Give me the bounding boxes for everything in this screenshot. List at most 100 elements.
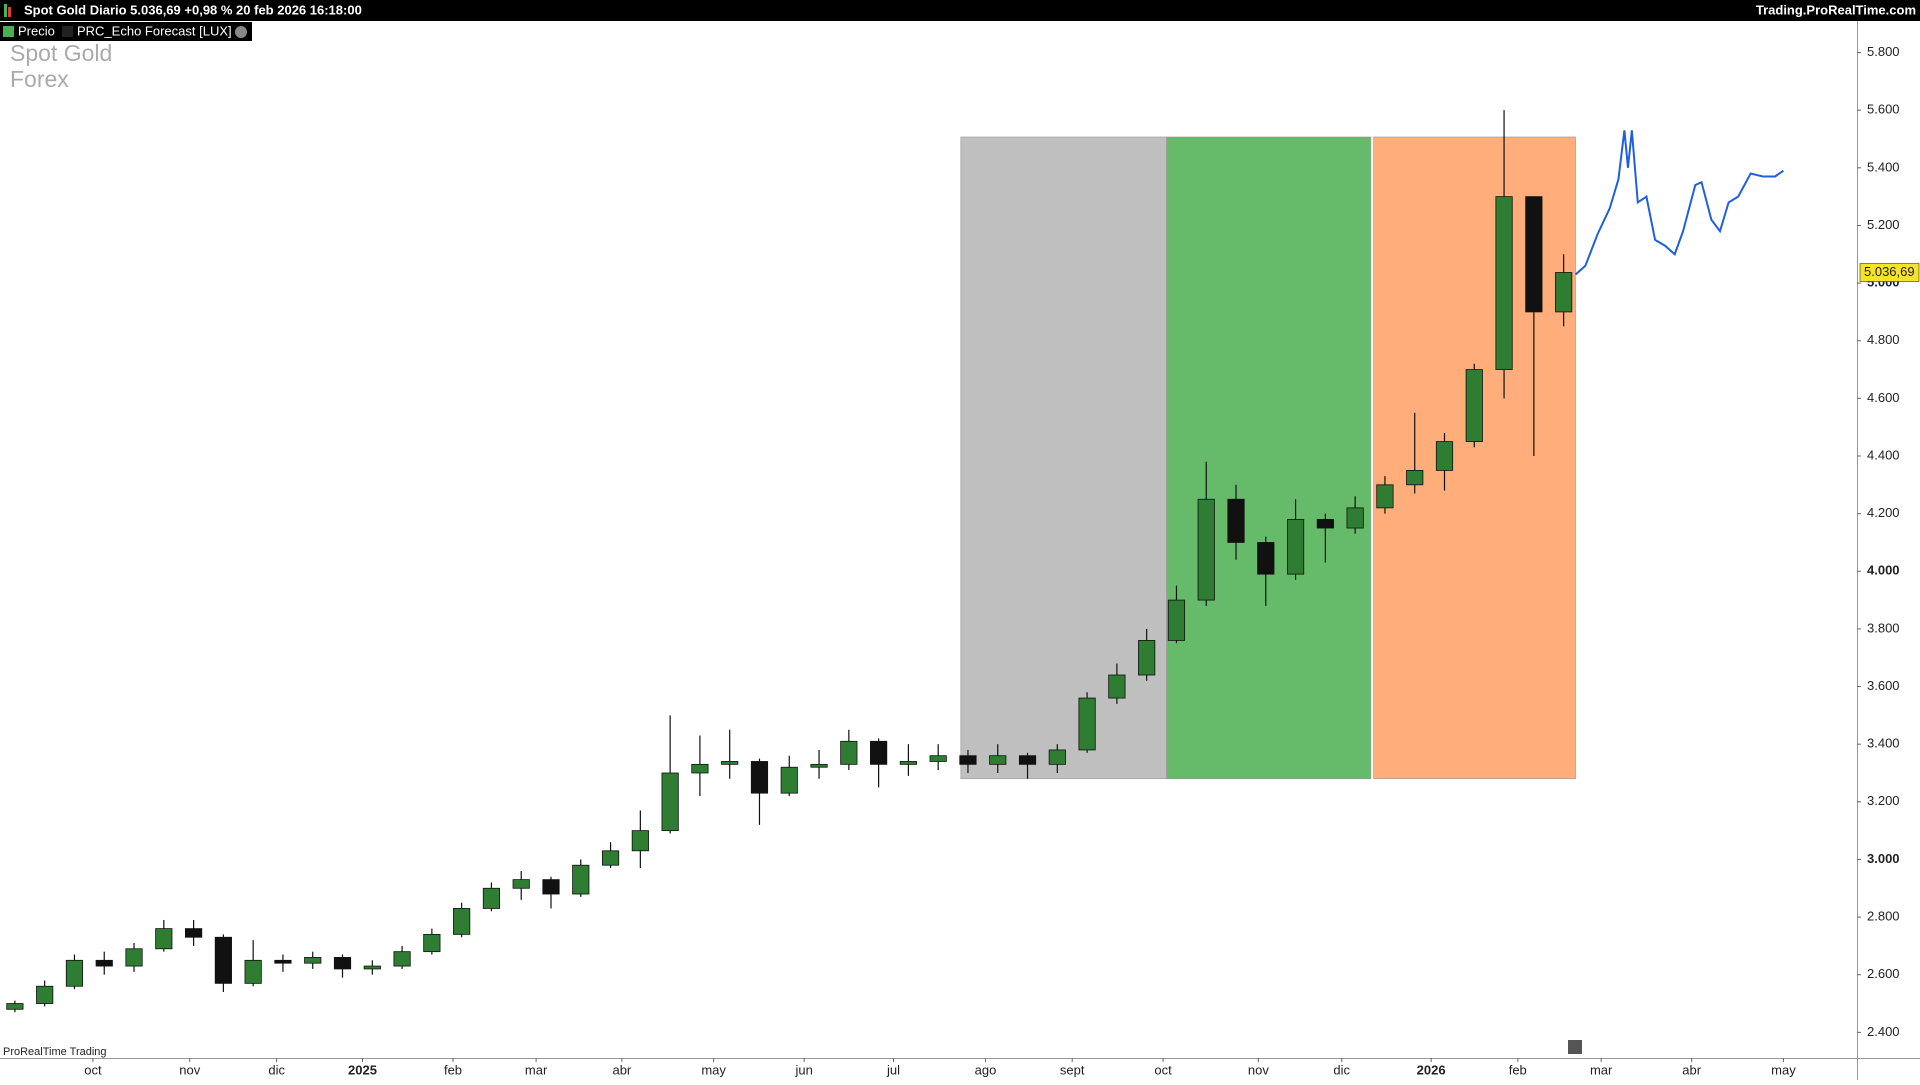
candle-body: [929, 755, 947, 762]
x-tick-label: mar: [1590, 1062, 1613, 1077]
candle-body: [1376, 484, 1394, 509]
site-link[interactable]: Trading.ProRealTime.com: [1756, 2, 1916, 17]
x-tick-label: 2026: [1417, 1062, 1446, 1077]
x-tick-label: may: [701, 1062, 726, 1077]
candle-body: [959, 755, 977, 765]
y-tick-label: 4.000: [1867, 563, 1900, 578]
candle-body: [1138, 640, 1156, 676]
x-tick-label: abr: [612, 1062, 631, 1077]
candle-body: [36, 985, 54, 1004]
y-tick-label: 2.600: [1867, 966, 1900, 981]
candle-body: [423, 933, 441, 953]
x-tick-label: oct: [84, 1062, 102, 1077]
zone: [1166, 136, 1372, 780]
candle-body: [482, 887, 501, 909]
y-tick-label: 4.800: [1867, 332, 1900, 347]
candle-body: [125, 948, 143, 967]
candle-body: [6, 1003, 24, 1010]
x-tick-label: jul: [886, 1062, 900, 1077]
candle-body: [185, 928, 203, 938]
x-tick-label: 2025: [348, 1062, 377, 1077]
icon: [3, 26, 14, 37]
candle-body: [899, 761, 917, 765]
candle-body: [333, 957, 352, 970]
candle-body: [661, 772, 679, 832]
candle-body: [542, 879, 560, 895]
candle-body: [363, 965, 381, 970]
x-tick-label: sept: [1060, 1062, 1085, 1077]
y-tick-label: 2.400: [1867, 1024, 1900, 1039]
candle-body: [1018, 755, 1037, 765]
candle-body: [1406, 470, 1424, 486]
watermark: Forex: [10, 66, 69, 92]
y-tick-label: 2.800: [1867, 909, 1900, 924]
x-tick-label: feb: [1509, 1062, 1527, 1077]
icon: [8, 7, 11, 17]
candle-body: [1108, 674, 1126, 699]
candle-body: [304, 957, 322, 964]
candle-body: [244, 959, 262, 984]
y-tick-label: 5.800: [1867, 44, 1900, 59]
candle-body: [750, 761, 769, 794]
candle-body: [453, 908, 471, 935]
candle-body: [214, 936, 232, 984]
candle-body: [1346, 507, 1364, 529]
candle-body: [155, 928, 173, 950]
x-tick-label: nov: [1248, 1062, 1269, 1077]
y-tick-label: 4.600: [1867, 390, 1900, 405]
candle-body: [1078, 697, 1096, 751]
candle-body: [1525, 196, 1543, 313]
y-tick-label: 4.400: [1867, 447, 1900, 462]
candle-body: [1465, 369, 1483, 442]
x-tick-label: jun: [794, 1062, 812, 1077]
last-price-label: 5.036,69: [1864, 264, 1915, 279]
footer: ProRealTime Trading: [3, 1046, 107, 1058]
candle-body: [601, 850, 620, 866]
candle-body: [512, 879, 530, 889]
candle-body: [721, 761, 739, 765]
candle-body: [274, 959, 292, 964]
candle-body: [1257, 542, 1275, 575]
y-tick-label: 5.200: [1867, 217, 1900, 232]
tag[interactable]: PRC_Echo Forecast [LUX]: [77, 23, 232, 38]
candle-body: [810, 763, 828, 768]
forecast-line: [1574, 130, 1784, 276]
y-tick-label: 3.600: [1867, 678, 1900, 693]
candle-body: [1227, 498, 1245, 543]
icon: [62, 26, 73, 37]
x-tick-label: ago: [975, 1062, 997, 1077]
watermark: Spot Gold: [10, 40, 112, 66]
top-bar: [0, 0, 1920, 21]
candle-body: [870, 740, 888, 765]
candle-body: [1316, 518, 1334, 529]
y-tick-label: 5.400: [1867, 159, 1900, 174]
x-tick-label: abr: [1682, 1062, 1701, 1077]
candle-body: [780, 766, 798, 794]
candle-body: [1197, 498, 1215, 601]
y-tick-label: 3.800: [1867, 620, 1900, 635]
candle-body: [631, 830, 649, 852]
candle-body: [840, 740, 858, 765]
x-tick-label: may: [1771, 1062, 1796, 1077]
close-button[interactable]: [235, 26, 247, 38]
candle-body: [1048, 749, 1066, 765]
last-price-box: [1859, 263, 1920, 282]
candle-body: [1555, 272, 1573, 313]
x-tick-label: dic: [268, 1062, 285, 1077]
y-tick-label: 3.400: [1867, 736, 1900, 751]
x-tick-label: oct: [1154, 1062, 1172, 1077]
candle-body: [572, 864, 590, 895]
x-tick-label: mar: [525, 1062, 548, 1077]
zone: [1373, 136, 1576, 780]
tag[interactable]: Precio: [18, 23, 55, 38]
candle-body: [1495, 196, 1513, 370]
info-button[interactable]: [1568, 1040, 1582, 1054]
header-title: Spot Gold Diario 5.036,69 +0,98 % 20 feb…: [24, 2, 362, 17]
candle-body: [1167, 599, 1186, 641]
candle-body: [989, 755, 1007, 765]
y-tick-label: 4.200: [1867, 505, 1900, 520]
x-tick-label: dic: [1333, 1062, 1350, 1077]
y-tick-label: 3.200: [1867, 793, 1900, 808]
candle-body: [393, 951, 411, 967]
